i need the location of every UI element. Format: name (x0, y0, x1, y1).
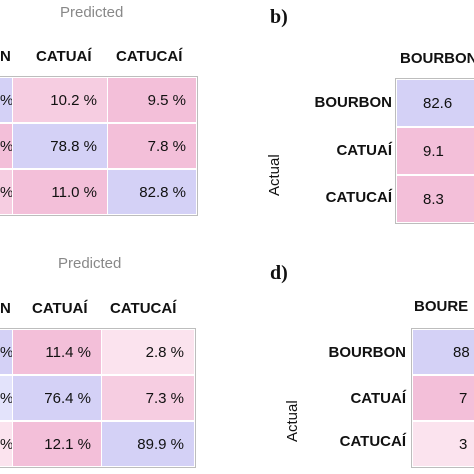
panel-d-actual-label: Actual (284, 400, 301, 442)
panel-a-col-header-1: N (0, 48, 11, 65)
panel-b-cell-0: 82.6 (397, 80, 474, 126)
panel-d-cell-1: 7 (413, 376, 474, 420)
panel-d-row-header-1: BOURBON (328, 344, 407, 361)
panel-b-row-header-3: CATUCAÍ (325, 189, 392, 206)
panel-c-col-header-3: CATUCAÍ (110, 300, 177, 317)
panel-c-cell-0-2: 2.8 % (102, 330, 194, 374)
panel-c-col-header-1: N (0, 300, 11, 317)
panel-a-cell-1-2: 7.8 % (108, 124, 196, 168)
panel-c-cell-2-2: 89.9 % (102, 422, 194, 466)
panel-a-cell-0-1: 10.2 % (13, 78, 107, 122)
panel-a-cell-1-0: % (0, 124, 12, 168)
panel-c-col-header-2: CATUAÍ (32, 300, 88, 317)
panel-b-grid-border (395, 78, 474, 224)
panel-c-grid-border (0, 328, 196, 468)
panel-a-col-header-2: CATUAÍ (36, 48, 92, 65)
panel-a-cell-0-0: % (0, 78, 12, 122)
panel-a-cell-0-2: 9.5 % (108, 78, 196, 122)
panel-b-cell-1: 9.1 (397, 128, 474, 174)
panel-a-cell-1-1: 78.8 % (13, 124, 107, 168)
panel-b-row-header-2: CATUAÍ (336, 142, 392, 159)
panel-a-cell-2-2: 82.8 % (108, 170, 196, 214)
panel-a-grid-border (0, 76, 198, 216)
panel-c-cell-1-1: 76.4 % (13, 376, 101, 420)
panel-b-col-header: BOURBON (400, 50, 474, 67)
panel-a-cell-2-0: % (0, 170, 12, 214)
panel-c-cell-1-0: % (0, 376, 12, 420)
panel-c-cell-0-0: % (0, 330, 12, 374)
panel-c-predicted-label: Predicted (58, 255, 122, 272)
panel-a-cell-2-1: 11.0 % (13, 170, 107, 214)
panel-b-label: b) (270, 6, 288, 28)
panel-b-actual-label: Actual (266, 154, 283, 196)
panel-c-cell-2-0: % (0, 422, 12, 466)
panel-c-cell-2-1: 12.1 % (13, 422, 101, 466)
panel-d-cell-0: 88 (413, 330, 474, 374)
panel-d-grid-border (411, 328, 474, 468)
panel-d-row-header-2: CATUAÍ (350, 390, 406, 407)
panel-a-col-header-3: CATUCAÍ (116, 48, 183, 65)
panel-c-cell-0-1: 11.4 % (13, 330, 101, 374)
panel-d-row-header-3: CATUCAÍ (339, 433, 406, 450)
panel-b-row-header-1: BOURBON (314, 94, 393, 111)
panel-b-cell-2: 8.3 (397, 176, 474, 222)
panel-c-cell-1-2: 7.3 % (102, 376, 194, 420)
panel-a-predicted-label: Predicted (60, 4, 124, 21)
panel-d-col-header: BOURE (414, 298, 469, 315)
panel-d-cell-2: 3 (413, 422, 474, 466)
panel-d-label: d) (270, 262, 288, 284)
